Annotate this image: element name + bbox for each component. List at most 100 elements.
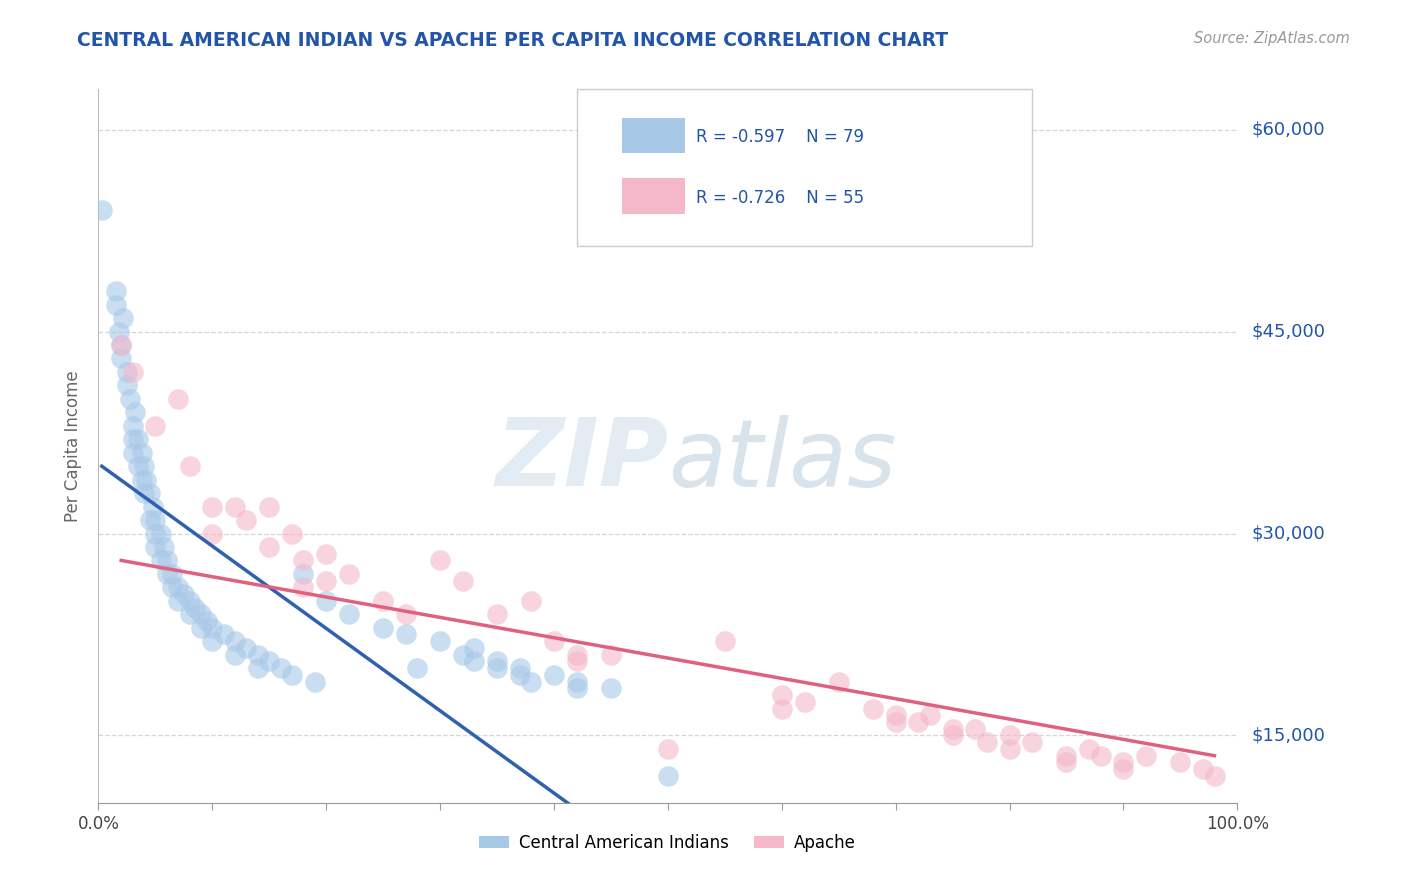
Point	[565, 681, 588, 696]
Text: CENTRAL AMERICAN INDIAN VS APACHE PER CAPITA INCOME CORRELATION CHART: CENTRAL AMERICAN INDIAN VS APACHE PER CA…	[77, 31, 949, 50]
Point	[246, 661, 269, 675]
Point	[138, 486, 160, 500]
Point	[110, 351, 132, 366]
Point	[167, 580, 190, 594]
Point	[259, 540, 281, 554]
Point	[121, 432, 143, 446]
Point	[315, 594, 337, 608]
Point	[145, 418, 167, 433]
Point	[104, 284, 127, 298]
Point	[127, 432, 149, 446]
Point	[167, 594, 190, 608]
Point	[120, 392, 142, 406]
Point	[110, 338, 132, 352]
Point	[224, 648, 246, 662]
Point	[714, 634, 737, 648]
Point	[167, 392, 190, 406]
Point	[862, 701, 884, 715]
Point	[1054, 748, 1078, 763]
Point	[565, 648, 588, 662]
Point	[195, 614, 218, 628]
Point	[150, 526, 173, 541]
Point	[520, 674, 543, 689]
Point	[131, 446, 153, 460]
Point	[429, 634, 451, 648]
Point	[1135, 748, 1157, 763]
Point	[657, 769, 679, 783]
Point	[121, 365, 143, 379]
Point	[281, 668, 304, 682]
Point	[337, 566, 360, 581]
Point	[304, 674, 326, 689]
Point	[1112, 762, 1135, 776]
Point	[976, 735, 998, 749]
Point	[235, 513, 257, 527]
Point	[1192, 762, 1215, 776]
FancyBboxPatch shape	[576, 89, 1032, 246]
Point	[132, 486, 155, 500]
Point	[246, 648, 269, 662]
Point	[201, 621, 224, 635]
Text: R = -0.597    N = 79: R = -0.597 N = 79	[696, 128, 865, 146]
Point	[520, 594, 543, 608]
Point	[1204, 769, 1226, 783]
Point	[828, 674, 851, 689]
Point	[90, 203, 112, 218]
Point	[121, 446, 143, 460]
Point	[127, 459, 149, 474]
Point	[451, 574, 474, 588]
Point	[600, 648, 623, 662]
Point	[135, 473, 157, 487]
Point	[201, 634, 224, 648]
Point	[145, 540, 167, 554]
Text: atlas: atlas	[668, 415, 896, 506]
Point	[104, 298, 127, 312]
Point	[132, 459, 155, 474]
Point	[486, 655, 509, 669]
Point	[156, 566, 179, 581]
Text: $45,000: $45,000	[1251, 323, 1326, 341]
Point	[1112, 756, 1135, 770]
Point	[565, 674, 588, 689]
Point	[406, 661, 429, 675]
Point	[918, 708, 941, 723]
Point	[315, 574, 337, 588]
Point	[179, 459, 201, 474]
Point	[657, 742, 679, 756]
Point	[179, 607, 201, 622]
Text: ZIP: ZIP	[495, 414, 668, 507]
Point	[543, 634, 565, 648]
Point	[173, 587, 195, 601]
Point	[1078, 742, 1101, 756]
Point	[942, 729, 965, 743]
Point	[509, 661, 531, 675]
Point	[395, 607, 418, 622]
Bar	[623, 178, 685, 214]
Point	[770, 688, 793, 702]
Point	[115, 378, 138, 392]
Point	[565, 655, 588, 669]
Point	[224, 634, 246, 648]
Y-axis label: Per Capita Income: Per Capita Income	[65, 370, 83, 522]
Point	[486, 661, 509, 675]
Point	[112, 311, 135, 326]
Point	[337, 607, 360, 622]
Point	[153, 540, 176, 554]
Point	[371, 621, 394, 635]
Point	[463, 655, 485, 669]
Point	[292, 566, 315, 581]
Text: $30,000: $30,000	[1251, 524, 1324, 542]
Point	[259, 500, 281, 514]
Point	[115, 365, 138, 379]
Point	[1170, 756, 1192, 770]
Point	[429, 553, 451, 567]
Point	[179, 594, 201, 608]
Point	[131, 473, 153, 487]
Point	[145, 513, 167, 527]
Text: R = -0.726    N = 55: R = -0.726 N = 55	[696, 189, 865, 207]
Point	[281, 526, 304, 541]
Point	[315, 547, 337, 561]
Point	[292, 553, 315, 567]
Point	[942, 722, 965, 736]
Point	[224, 500, 246, 514]
